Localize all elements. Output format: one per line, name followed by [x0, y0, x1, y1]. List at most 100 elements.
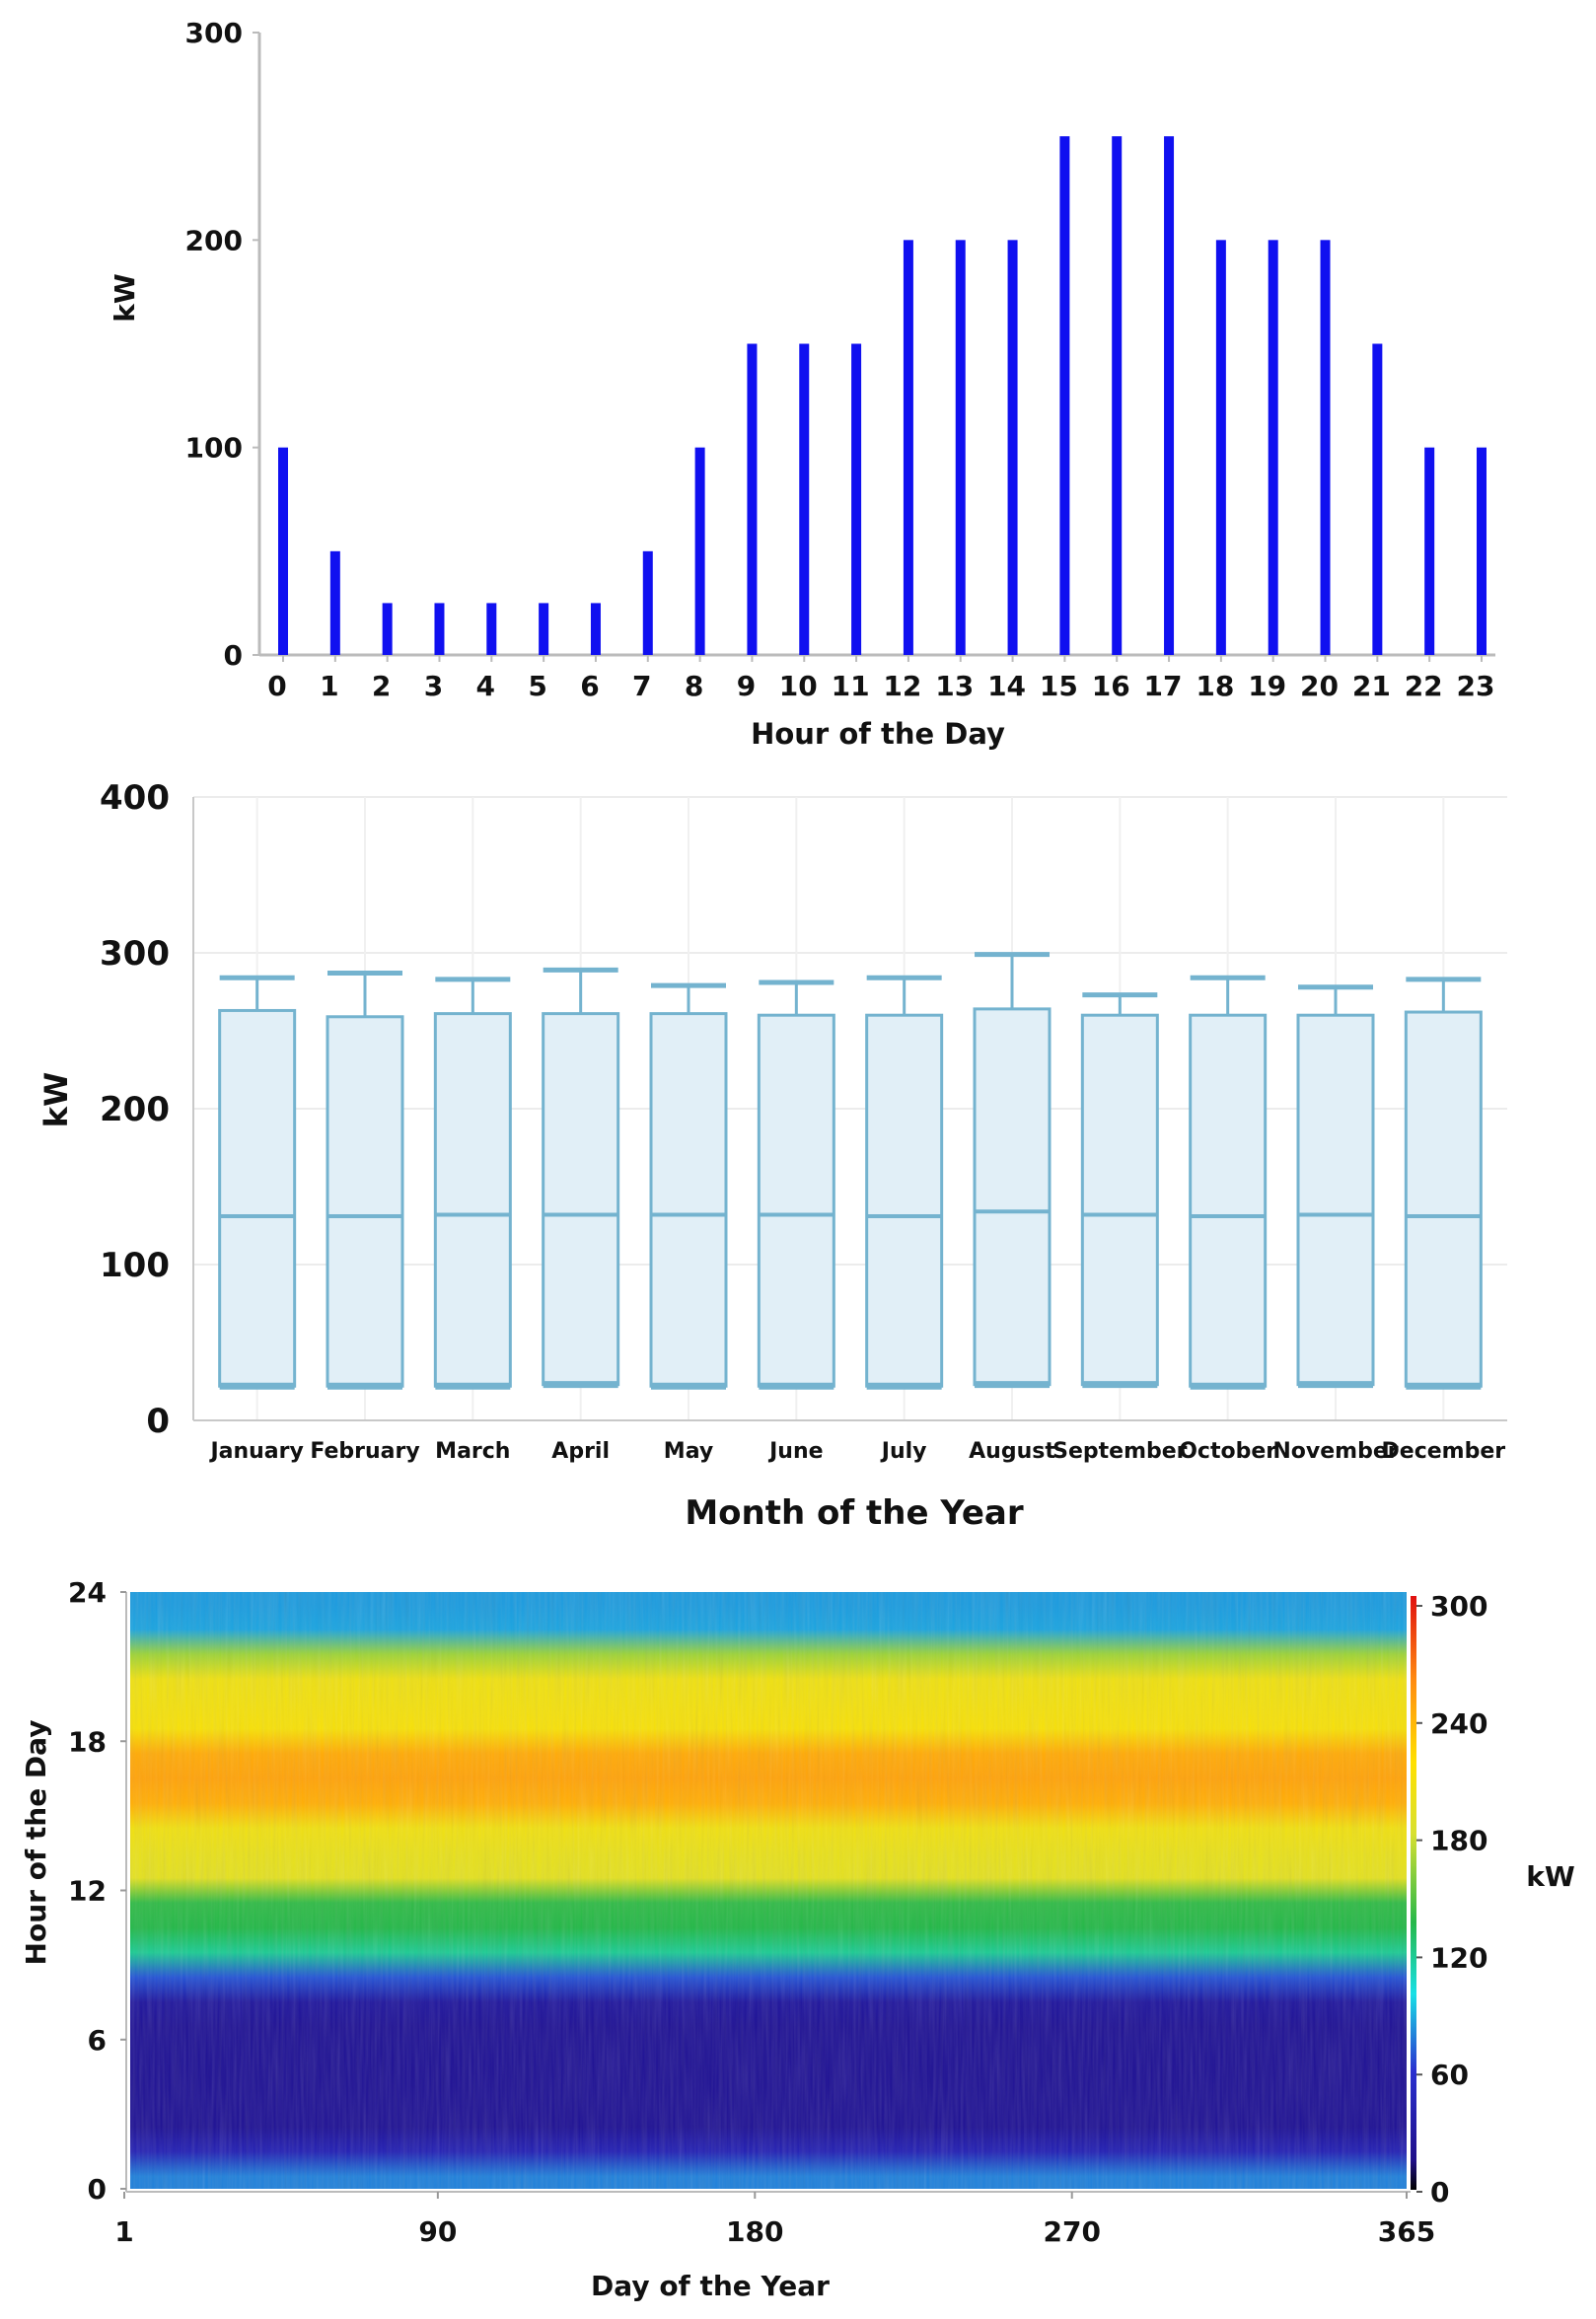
- x-tick-label: 7: [632, 670, 651, 702]
- bar-hour-5: [539, 603, 549, 655]
- box-body: [1080, 1013, 1159, 1387]
- x-tick-label: 10: [779, 670, 818, 702]
- x-tick-label: June: [767, 1439, 823, 1464]
- box-may: [649, 982, 728, 1390]
- bar-hour-3: [434, 603, 445, 655]
- y-tick-label: 100: [185, 432, 243, 465]
- x-tick-label: December: [1382, 1439, 1506, 1464]
- colorbar-tick-label: 240: [1430, 1707, 1487, 1740]
- x-tick-label: 17: [1144, 670, 1183, 702]
- box-body: [218, 1008, 297, 1388]
- bar-hour-11: [851, 343, 862, 655]
- x-tick-label: 11: [832, 670, 870, 702]
- bar-hour-2: [382, 603, 393, 655]
- x-tick-label: 9: [737, 670, 756, 702]
- box-august: [973, 952, 1052, 1389]
- x-tick-label: 19: [1248, 670, 1286, 702]
- x-tick-label: 4: [476, 670, 495, 702]
- colorbar-tick-label: 0: [1430, 2176, 1449, 2209]
- x-tick-label: 8: [685, 670, 703, 702]
- x-tick-label: 1: [320, 670, 338, 702]
- x-tick-label: November: [1272, 1439, 1398, 1464]
- bar-hour-14: [1007, 240, 1018, 656]
- y-tick-label: 0: [88, 2173, 107, 2206]
- y-tick-label: 300: [185, 17, 243, 49]
- bar-hour-1: [329, 550, 340, 655]
- bar-hour-6: [590, 603, 601, 655]
- x-tick-label: 23: [1457, 670, 1495, 702]
- box-january: [218, 975, 297, 1390]
- bar-hour-16: [1112, 136, 1123, 655]
- x-axis-label: Hour of the Day: [751, 717, 1005, 751]
- bar-hour-0: [278, 447, 288, 655]
- bar-hour-20: [1320, 240, 1331, 656]
- box-body: [542, 1012, 620, 1387]
- colorbar-tick-label: 60: [1430, 2059, 1469, 2091]
- box-body: [326, 1015, 404, 1388]
- y-axis-label: Hour of the Day: [20, 1720, 52, 1966]
- box-april: [542, 967, 620, 1389]
- x-tick-label: 3: [424, 670, 443, 702]
- y-tick-label: 200: [100, 1090, 170, 1129]
- x-tick-label: 6: [580, 670, 599, 702]
- x-tick-label: 14: [987, 670, 1026, 702]
- box-body: [649, 1012, 728, 1388]
- bar-hour-23: [1477, 447, 1487, 655]
- box-july: [865, 975, 944, 1390]
- box-body: [973, 1007, 1052, 1387]
- x-tick-label: 90: [418, 2215, 457, 2248]
- x-tick-label: October: [1179, 1439, 1276, 1464]
- bar-hour-10: [799, 343, 810, 655]
- y-tick-label: 100: [100, 1246, 170, 1285]
- box-june: [757, 979, 835, 1390]
- day-hour-heatmap: 0 6 12 18 24 1 90 180 270 365 0 60 120 180 240 300 kW…: [20, 1576, 1575, 2302]
- colorbar-label: kW: [1526, 1860, 1575, 1893]
- box-november: [1296, 984, 1375, 1389]
- bar-hour-19: [1268, 240, 1278, 656]
- x-tick-label: February: [310, 1439, 419, 1464]
- x-tick-label: 0: [267, 670, 286, 702]
- colorbar: [1411, 1596, 1416, 2190]
- y-axis-label: kW: [37, 1072, 75, 1128]
- x-tick-label: 12: [883, 670, 921, 702]
- colorbar-tick-label: 120: [1430, 1941, 1487, 1974]
- y-axis-label: kW: [109, 273, 141, 323]
- bar-hour-7: [642, 550, 653, 655]
- bar-hour-8: [694, 447, 705, 655]
- x-tick-label: 18: [1196, 670, 1234, 702]
- colorbar-tick-label: 300: [1430, 1590, 1487, 1623]
- box-body: [757, 1013, 835, 1388]
- y-tick-label: 18: [68, 1725, 107, 1758]
- x-tick-label: 270: [1043, 2215, 1100, 2248]
- x-tick-label: 5: [528, 670, 546, 702]
- bar-hour-9: [747, 343, 758, 655]
- box-body: [1404, 1010, 1483, 1388]
- x-tick-label: 21: [1352, 670, 1391, 702]
- box-october: [1189, 975, 1268, 1390]
- box-march: [433, 977, 512, 1390]
- heatmap-texture: [130, 1592, 1407, 2189]
- x-axis-label: Month of the Year: [685, 1493, 1024, 1533]
- y-tick-label: 6: [88, 2024, 107, 2057]
- x-tick-label: 180: [726, 2215, 783, 2248]
- y-tick-label: 12: [68, 1875, 107, 1908]
- bar-hour-21: [1372, 343, 1383, 655]
- x-axis-label: Day of the Year: [591, 2270, 830, 2302]
- y-tick-label: 300: [100, 934, 170, 974]
- x-tick-label: 13: [935, 670, 974, 702]
- bar-hour-15: [1059, 136, 1070, 655]
- x-tick-label: March: [435, 1439, 510, 1464]
- x-tick-label: 15: [1040, 670, 1078, 702]
- x-tick-label: May: [664, 1439, 713, 1464]
- bar-hour-12: [903, 240, 913, 656]
- x-tick-label: 20: [1300, 670, 1339, 702]
- x-tick-label: September: [1052, 1439, 1188, 1464]
- y-tick-label: 0: [146, 1402, 170, 1441]
- y-tick-label: 200: [185, 224, 243, 256]
- y-tick-label: 0: [224, 639, 243, 672]
- box-body: [433, 1012, 512, 1388]
- colorbar-tick-label: 180: [1430, 1825, 1487, 1857]
- box-february: [326, 971, 404, 1390]
- y-tick-label: 24: [68, 1576, 107, 1609]
